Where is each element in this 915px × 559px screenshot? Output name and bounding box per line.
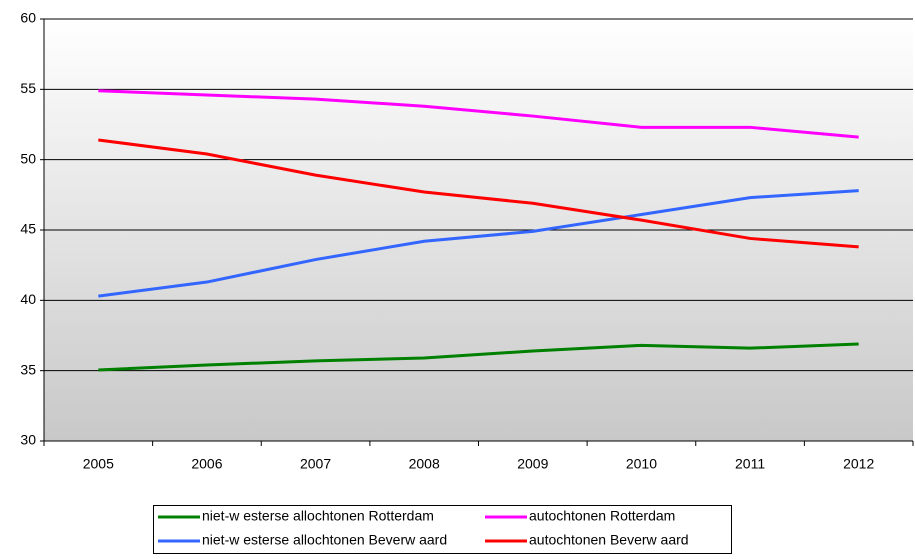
y-tick-label: 40 xyxy=(20,291,36,307)
legend-box xyxy=(153,505,732,554)
x-tick-label: 2009 xyxy=(517,456,548,472)
y-tick-label: 45 xyxy=(20,221,36,237)
series-line xyxy=(98,189,859,298)
x-tick-label: 2008 xyxy=(409,456,440,472)
legend-label: autochtonen Rotterdam xyxy=(529,508,675,524)
x-tick-label: 2005 xyxy=(83,456,114,472)
legend-label: niet-w esterse allochtonen Rotterdam xyxy=(202,508,434,524)
y-tick-label: 35 xyxy=(20,361,36,377)
x-tick-label: 2012 xyxy=(843,456,874,472)
series-line xyxy=(98,138,859,249)
y-tick-label: 60 xyxy=(20,10,36,26)
series-line xyxy=(98,342,859,372)
x-tick-label: 2011 xyxy=(735,456,765,472)
y-tick-label: 30 xyxy=(20,432,36,448)
y-tick-label: 50 xyxy=(20,150,36,166)
x-tick-label: 2007 xyxy=(300,456,331,472)
legend-label: autochtonen Beverw aard xyxy=(529,532,689,548)
x-tick-label: 2006 xyxy=(191,456,222,472)
y-tick-label: 55 xyxy=(20,80,36,96)
legend-label: niet-w esterse allochtonen Beverw aard xyxy=(202,532,447,548)
x-tick-label: 2010 xyxy=(626,456,657,472)
series-line xyxy=(98,89,859,139)
